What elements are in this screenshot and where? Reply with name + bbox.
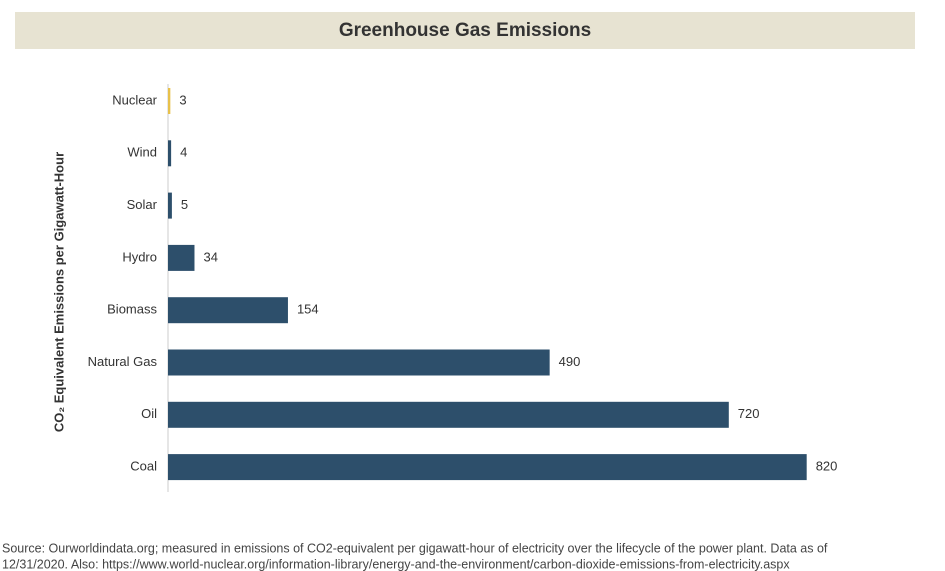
category-label: Oil: [141, 406, 157, 421]
value-label: 5: [181, 197, 188, 212]
bar: [168, 244, 195, 271]
category-label: Natural Gas: [88, 354, 158, 369]
value-label: 720: [738, 406, 760, 421]
y-axis-label: CO₂ Equivalent Emissions per Gigawatt-Ho…: [51, 152, 66, 432]
bar: [168, 297, 288, 324]
value-label: 4: [180, 145, 187, 160]
chart-title: Greenhouse Gas Emissions: [339, 20, 591, 41]
bar: [168, 88, 171, 114]
bar: [168, 349, 550, 376]
value-label: 490: [559, 354, 581, 369]
source-line: 12/31/2020. Also: https://www.world-nucl…: [2, 557, 790, 571]
category-label: Hydro: [122, 249, 157, 264]
category-label: Solar: [127, 197, 158, 212]
value-label: 154: [297, 302, 319, 317]
bar: [168, 454, 807, 481]
value-label: 34: [203, 249, 217, 264]
source-line: Source: Ourworldindata.org; measured in …: [2, 541, 828, 555]
category-label: Coal: [130, 459, 157, 474]
value-label: 820: [816, 459, 838, 474]
category-label: Wind: [127, 145, 157, 160]
category-label: Nuclear: [112, 92, 157, 107]
bar: [168, 192, 172, 219]
bar: [168, 401, 729, 428]
category-label: Biomass: [107, 302, 157, 317]
value-label: 3: [179, 92, 186, 107]
title-banner: [15, 12, 915, 49]
bar: [168, 140, 172, 167]
